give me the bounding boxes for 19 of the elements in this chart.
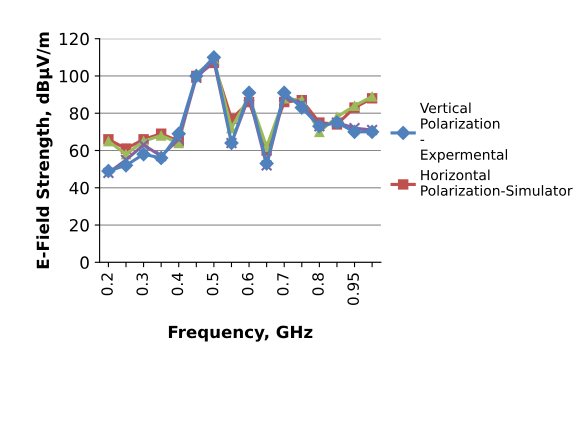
y-tick-label: 120 [60,32,89,46]
x-tick-label: 0.6 [242,272,254,296]
x-tick-label: 0.2 [101,274,113,296]
x-tick-label: 0.5 [206,273,218,296]
x-tick-label: 0.8 [312,273,324,296]
x-tick-label: 0.4 [172,272,184,296]
legend-label: Vertical Polarization - Expermental [420,102,508,163]
x-tick-label: 0.3 [136,273,148,296]
y-tick-label: 20 [70,218,89,232]
y-tick-label: 40 [70,182,89,194]
x-axis-title: Frequency, GHz [168,326,312,342]
y-axis-title: E-Field Strength, dBµV/m [36,32,53,268]
y-tick-label: 100 [60,70,89,83]
x-tick-label: 0.7 [277,273,289,296]
y-tick-label: 80 [70,107,89,120]
x-tick-label: 0.95 [347,273,359,306]
legend-label: Horizontal Polarization-Simulator [421,170,573,196]
y-tick-label: 0 [80,256,89,269]
y-tick-label: 60 [70,144,89,158]
